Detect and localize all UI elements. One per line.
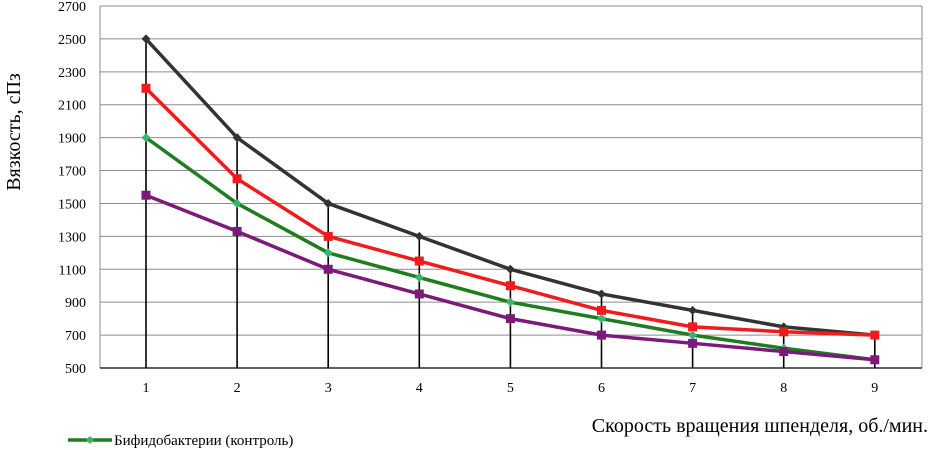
data-point (141, 34, 151, 44)
x-tick-label: 7 (689, 381, 696, 396)
x-axis-label: Скорость вращения шпенделя, об./мин. (592, 415, 928, 437)
data-point (414, 231, 424, 241)
series-lines (141, 34, 880, 365)
data-point (688, 322, 698, 332)
data-point (323, 231, 333, 241)
data-point (597, 314, 606, 324)
y-tick-label: 1700 (58, 165, 86, 180)
data-point (232, 198, 242, 208)
y-tick-label: 1300 (58, 230, 86, 245)
data-point (505, 264, 515, 274)
data-point (323, 264, 333, 274)
data-point (323, 198, 333, 208)
y-tick-label: 2500 (58, 33, 86, 48)
x-tick-label: 4 (416, 381, 423, 396)
data-point (141, 190, 151, 200)
data-point (232, 226, 242, 236)
data-point (505, 297, 515, 307)
data-point (597, 330, 606, 340)
data-point (414, 273, 424, 282)
x-tick-label: 1 (143, 381, 150, 396)
y-tick-label: 1100 (59, 263, 86, 278)
data-point (323, 248, 333, 258)
y-tick-labels: 500 700 900 1100 1300 1500 1700 1900 2100 2300 250… (58, 0, 86, 377)
data-point (688, 330, 698, 340)
data-point (414, 289, 424, 299)
data-point (505, 281, 515, 291)
data-point (688, 305, 698, 315)
x-tick-label: 8 (780, 381, 787, 396)
axes (99, 6, 923, 369)
data-point (779, 327, 789, 337)
legend-label: Бифидобактерии (контроль) (114, 433, 293, 449)
data-point (232, 174, 242, 184)
y-tick-label: 2300 (58, 66, 86, 81)
x-tick-label: 2 (234, 381, 241, 396)
y-tick-label: 1900 (58, 132, 86, 147)
y-tick-label: 900 (65, 296, 86, 311)
data-point (779, 347, 789, 357)
series-2 (141, 83, 880, 340)
x-tick-label: 9 (871, 381, 878, 396)
y-tick-label: 2700 (58, 0, 86, 15)
data-point (597, 305, 606, 315)
y-tick-label: 500 (65, 362, 86, 377)
series-3 (141, 133, 880, 365)
data-point (505, 314, 515, 324)
legend: Бифидобактерии (контроль) (68, 433, 293, 449)
x-tick-label: 6 (598, 381, 605, 396)
data-point (870, 355, 880, 365)
series-4 (141, 190, 880, 365)
data-point (870, 330, 880, 340)
data-point (688, 338, 698, 348)
y-tick-label: 2100 (58, 99, 86, 114)
y-tick-label: 700 (65, 329, 86, 344)
y-axis-label: Вязкость, сПз (3, 73, 25, 191)
data-point (141, 133, 151, 143)
data-point (597, 289, 606, 299)
x-tick-label: 5 (507, 381, 514, 396)
data-point (141, 83, 151, 93)
data-point (414, 256, 424, 266)
y-tick-label: 1500 (58, 197, 86, 212)
legend-marker (86, 436, 94, 444)
x-tick-labels: 1 2 3 4 5 6 7 8 9 (143, 381, 879, 396)
data-point (232, 133, 242, 143)
x-tick-label: 3 (325, 381, 332, 396)
